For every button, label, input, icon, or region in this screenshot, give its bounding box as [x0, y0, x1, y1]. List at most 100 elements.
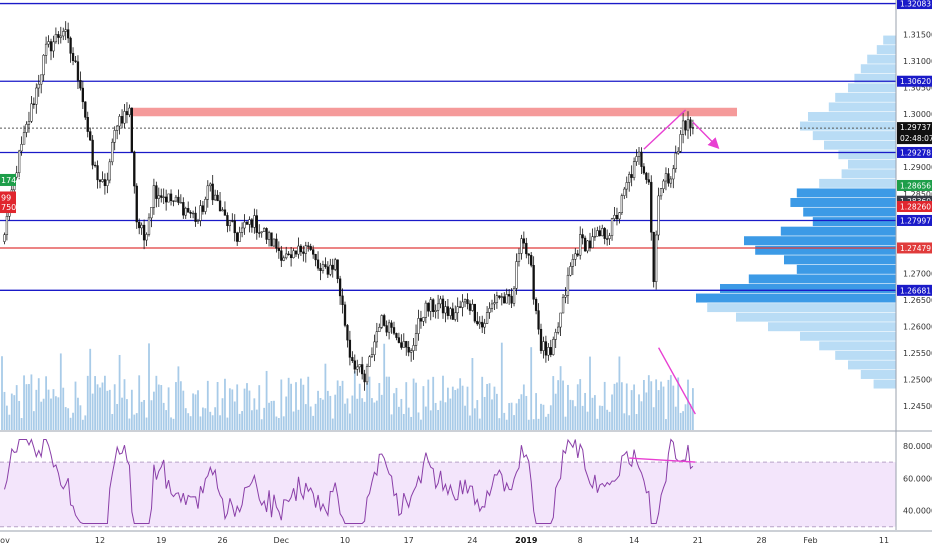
- candle-body: [218, 200, 222, 212]
- volume-bar: [427, 379, 430, 430]
- candle-body: [304, 245, 307, 254]
- volume-bar: [400, 398, 403, 430]
- volume-bar: [339, 385, 341, 430]
- candle-body: [182, 202, 185, 216]
- candle-body: [76, 61, 80, 81]
- candle-body: [287, 253, 290, 255]
- candle-body: [520, 238, 523, 254]
- candle-body: [510, 295, 513, 304]
- volume-bar: [608, 411, 611, 430]
- volume-profile-bar: [736, 312, 896, 322]
- volume-bar: [344, 403, 346, 430]
- volume-bar: [28, 384, 30, 430]
- volume-bar: [277, 417, 280, 430]
- volume-profile-bar: [883, 35, 896, 45]
- candle-body: [657, 195, 660, 236]
- volume-bar: [32, 411, 35, 430]
- candle-body: [444, 306, 447, 314]
- volume-bar: [564, 416, 567, 430]
- candle-body: [652, 231, 655, 282]
- volume-bar: [25, 384, 28, 430]
- candle-body: [628, 174, 631, 183]
- volume-bar: [108, 389, 111, 430]
- candle-body: [312, 249, 315, 255]
- volume-bar: [211, 415, 214, 430]
- candle-body: [478, 321, 481, 325]
- volume-bar: [616, 382, 618, 430]
- trend-line: [643, 109, 687, 150]
- candle-body: [434, 310, 437, 312]
- volume-bar: [263, 407, 266, 430]
- candle-body: [468, 303, 472, 311]
- candle-body: [103, 179, 107, 186]
- volume-bar: [260, 419, 263, 430]
- candle-body: [22, 132, 26, 145]
- level-price-tag: 1.30620: [900, 77, 931, 86]
- candle-body: [554, 332, 557, 340]
- candle-body: [309, 246, 312, 250]
- volume-bar: [395, 387, 398, 430]
- candle-body: [557, 326, 560, 333]
- candle-body: [537, 310, 540, 330]
- volume-bar: [496, 393, 498, 430]
- candle-body: [226, 215, 229, 227]
- volume-bar: [165, 410, 168, 430]
- candle-body: [681, 120, 685, 135]
- volume-bar: [508, 403, 511, 430]
- candle-body: [240, 227, 244, 233]
- time-axis: Nov 12 19 26 Dec 10 17 24 2019 8 14 21 28 Feb 11: [0, 530, 932, 545]
- candle-body: [307, 245, 310, 247]
- candle-body: [265, 228, 268, 240]
- candle-body: [292, 250, 295, 259]
- volume-bar: [488, 383, 491, 430]
- countdown-label: 02:48:07: [900, 134, 932, 143]
- volume-bar: [300, 378, 302, 430]
- candle-body: [236, 232, 239, 242]
- candle-body: [503, 296, 506, 304]
- volume-bar: [106, 390, 109, 430]
- volume-bar: [322, 399, 324, 430]
- candle-body: [272, 238, 276, 247]
- volume-bar: [324, 363, 327, 430]
- volume-bar: [684, 404, 687, 430]
- candle-body: [454, 312, 457, 320]
- candle-body: [623, 188, 626, 196]
- current-price-label: 1.29737: [900, 123, 931, 132]
- volume-bar: [402, 413, 405, 430]
- candle-body: [414, 333, 418, 346]
- candle-body: [211, 183, 214, 201]
- volume-profile-bar: [800, 331, 896, 341]
- volume-bar: [571, 400, 574, 430]
- volume-bar: [326, 390, 329, 430]
- candle-body: [138, 221, 141, 229]
- volume-bar: [444, 402, 447, 430]
- candle-body: [436, 303, 440, 311]
- volume-bar: [79, 405, 82, 430]
- candle-body: [275, 238, 278, 249]
- volume-bar: [140, 401, 143, 430]
- candle-body: [586, 240, 589, 252]
- volume-bar: [192, 393, 194, 430]
- candle-body: [583, 237, 587, 252]
- volume-bar: [57, 397, 60, 430]
- volume-bar: [30, 374, 33, 430]
- volume-profile-bar: [854, 73, 896, 83]
- volume-bar: [459, 378, 462, 430]
- volume-bar: [537, 418, 540, 430]
- volume-bar: [121, 397, 123, 430]
- time-tick-label: Dec: [274, 536, 289, 545]
- candle-body: [390, 322, 393, 328]
- candle-body: [608, 235, 611, 239]
- candle-body: [71, 53, 75, 61]
- volume-bar: [59, 353, 62, 430]
- volume-profile-bar: [835, 92, 896, 102]
- candle-body: [62, 31, 65, 37]
- volume-bar: [268, 402, 270, 430]
- volume-bar: [611, 394, 613, 430]
- candle-body: [525, 242, 528, 255]
- volume-bar: [69, 417, 72, 430]
- candle-body: [314, 254, 317, 261]
- candle-body: [593, 236, 597, 238]
- volume-bar: [133, 414, 136, 430]
